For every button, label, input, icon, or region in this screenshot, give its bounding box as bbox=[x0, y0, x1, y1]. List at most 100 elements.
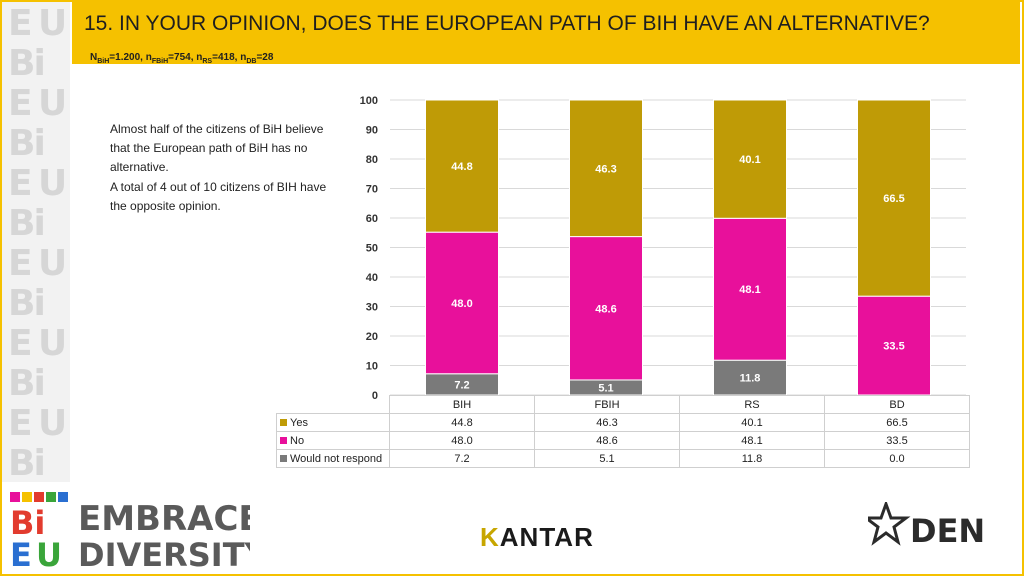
logo-square bbox=[10, 492, 20, 502]
logo-embrace-text: EMBRACE bbox=[78, 499, 250, 539]
data-label: 11.8 bbox=[740, 373, 761, 385]
table-row: No 48.0 48.6 48.1 33.5 bbox=[276, 431, 970, 450]
bar-segment bbox=[857, 99, 931, 297]
logo-bi-letters: Bi bbox=[10, 504, 45, 542]
page-title: 15. IN YOUR OPINION, DOES THE EUROPEAN P… bbox=[84, 12, 930, 35]
data-label: 7.2 bbox=[454, 379, 469, 391]
logo-square bbox=[34, 492, 44, 502]
y-tick-label: 10 bbox=[366, 361, 378, 373]
data-label: 48.6 bbox=[595, 303, 616, 315]
logo-e-letter: E bbox=[10, 536, 32, 570]
bar-segment bbox=[425, 231, 499, 375]
data-label: 46.3 bbox=[595, 163, 616, 175]
legend-label: No bbox=[290, 434, 305, 447]
bar-segment bbox=[713, 359, 787, 396]
embrace-diversity-logo: Bi E U EMBRACE DIVERSITY bbox=[10, 492, 250, 570]
eu-pattern-mark: Bi bbox=[8, 283, 46, 324]
eu-pattern-mark: E bbox=[8, 163, 33, 204]
eu-pattern-mark: E bbox=[8, 403, 33, 444]
data-label: 40.1 bbox=[739, 154, 760, 166]
eu-pattern-mark: U bbox=[38, 83, 67, 124]
table-row: Would not respond 7.2 5.1 11.8 0.0 bbox=[276, 449, 970, 468]
x-category-label: BIH bbox=[389, 395, 535, 414]
x-category-label: BD bbox=[824, 395, 970, 414]
y-tick-label: 50 bbox=[366, 243, 378, 255]
bar-segment bbox=[569, 236, 643, 381]
legend-swatch bbox=[280, 455, 287, 463]
y-tick-label: 80 bbox=[366, 154, 378, 166]
table-cell: 48.0 bbox=[389, 431, 535, 450]
data-label: 33.5 bbox=[883, 341, 904, 353]
table-cell: 33.5 bbox=[824, 431, 970, 450]
data-label: 48.0 bbox=[451, 298, 472, 310]
x-category-label: RS bbox=[679, 395, 825, 414]
table-cell: 7.2 bbox=[389, 449, 535, 468]
data-table: BIH FBIH RS BD Yes 44.8 46.3 40.1 66.5 No 48.0 48.6… bbox=[276, 395, 970, 468]
table-cell: 11.8 bbox=[679, 449, 825, 468]
summary-note-2: A total of 4 out of 10 citizens of BIH h… bbox=[110, 180, 327, 213]
eu-pattern-mark: E bbox=[8, 323, 33, 364]
table-cell: 48.1 bbox=[679, 431, 825, 450]
bar-segment bbox=[569, 99, 643, 238]
y-tick-label: 70 bbox=[366, 184, 378, 196]
table-cell: 40.1 bbox=[679, 413, 825, 432]
legend-swatch bbox=[280, 437, 287, 445]
y-tick-label: 90 bbox=[366, 125, 378, 137]
y-tick-label: 30 bbox=[366, 302, 378, 314]
legend-entry: No bbox=[276, 431, 390, 450]
logo-square bbox=[46, 492, 56, 502]
x-category-label: FBIH bbox=[534, 395, 680, 414]
eu-pattern-mark: E bbox=[8, 83, 33, 124]
y-tick-label: 60 bbox=[366, 213, 378, 225]
title-banner: 15. IN YOUR OPINION, DOES THE EUROPEAN P… bbox=[72, 2, 1020, 65]
legend-entry: Would not respond bbox=[276, 449, 390, 468]
legend-swatch bbox=[280, 419, 287, 427]
table-cell: 48.6 bbox=[534, 431, 680, 450]
legend-entry: Yes bbox=[276, 413, 390, 432]
sample-size-note: NBiH=1.200, nFBiH=754, nRS=418, nDB=28 bbox=[90, 52, 274, 65]
table-corner-cell bbox=[277, 396, 390, 414]
stacked-bar-chart: 0 10 20 30 40 50 60 70 80 90 100 7.2 48.0 44.8 5.1 48.6… bbox=[360, 95, 966, 400]
data-label: 48.1 bbox=[739, 284, 760, 296]
logo-u-letter: U bbox=[36, 536, 62, 570]
table-cell: 5.1 bbox=[534, 449, 680, 468]
table-row: Yes 44.8 46.3 40.1 66.5 bbox=[276, 413, 970, 432]
eu-pattern-mark: U bbox=[38, 3, 67, 44]
table-cell: 66.5 bbox=[824, 413, 970, 432]
table-cell: 0.0 bbox=[824, 449, 970, 468]
table-cell: 46.3 bbox=[534, 413, 680, 432]
table-header-row: BIH FBIH RS BD bbox=[277, 395, 970, 414]
den-logo-text: DEN bbox=[910, 512, 985, 550]
eu-pattern-mark: U bbox=[38, 323, 67, 364]
bar-segment bbox=[857, 295, 931, 396]
logo-square bbox=[22, 492, 32, 502]
eu-pattern-mark: E bbox=[8, 3, 33, 44]
den-star-icon bbox=[868, 502, 911, 546]
den-logo: DEN bbox=[868, 502, 985, 550]
legend-label: Would not respond bbox=[290, 452, 383, 465]
summary-note-1: Almost half of the citizens of BiH belie… bbox=[110, 122, 324, 174]
bar-segment bbox=[425, 99, 499, 233]
y-tick-label: 20 bbox=[366, 331, 378, 343]
y-tick-label: 0 bbox=[372, 390, 378, 400]
eu-pattern-mark: Bi bbox=[8, 123, 46, 164]
eu-pattern-mark: Bi bbox=[8, 363, 46, 404]
data-label: 44.8 bbox=[451, 161, 472, 173]
eu-pattern-mark: Bi bbox=[8, 203, 46, 244]
eu-pattern-mark: U bbox=[38, 163, 67, 204]
logo-diversity-text: DIVERSITY bbox=[78, 536, 250, 570]
logo-square bbox=[58, 492, 68, 502]
legend-label: Yes bbox=[290, 416, 308, 429]
eu-pattern-mark: Bi bbox=[8, 43, 46, 84]
eu-pattern-strip: E U Bi E U Bi E U Bi E U Bi E U Bi E U B… bbox=[2, 2, 70, 482]
data-label: 5.1 bbox=[598, 382, 613, 394]
table-cell: 44.8 bbox=[389, 413, 535, 432]
y-tick-label: 40 bbox=[366, 272, 378, 284]
eu-pattern-mark: Bi bbox=[8, 443, 46, 484]
kantar-logo: KANTAR bbox=[480, 522, 594, 552]
eu-pattern-mark: U bbox=[38, 243, 67, 284]
data-label: 66.5 bbox=[883, 193, 904, 205]
eu-pattern-mark: E bbox=[8, 243, 33, 284]
bar-segment bbox=[713, 99, 787, 219]
